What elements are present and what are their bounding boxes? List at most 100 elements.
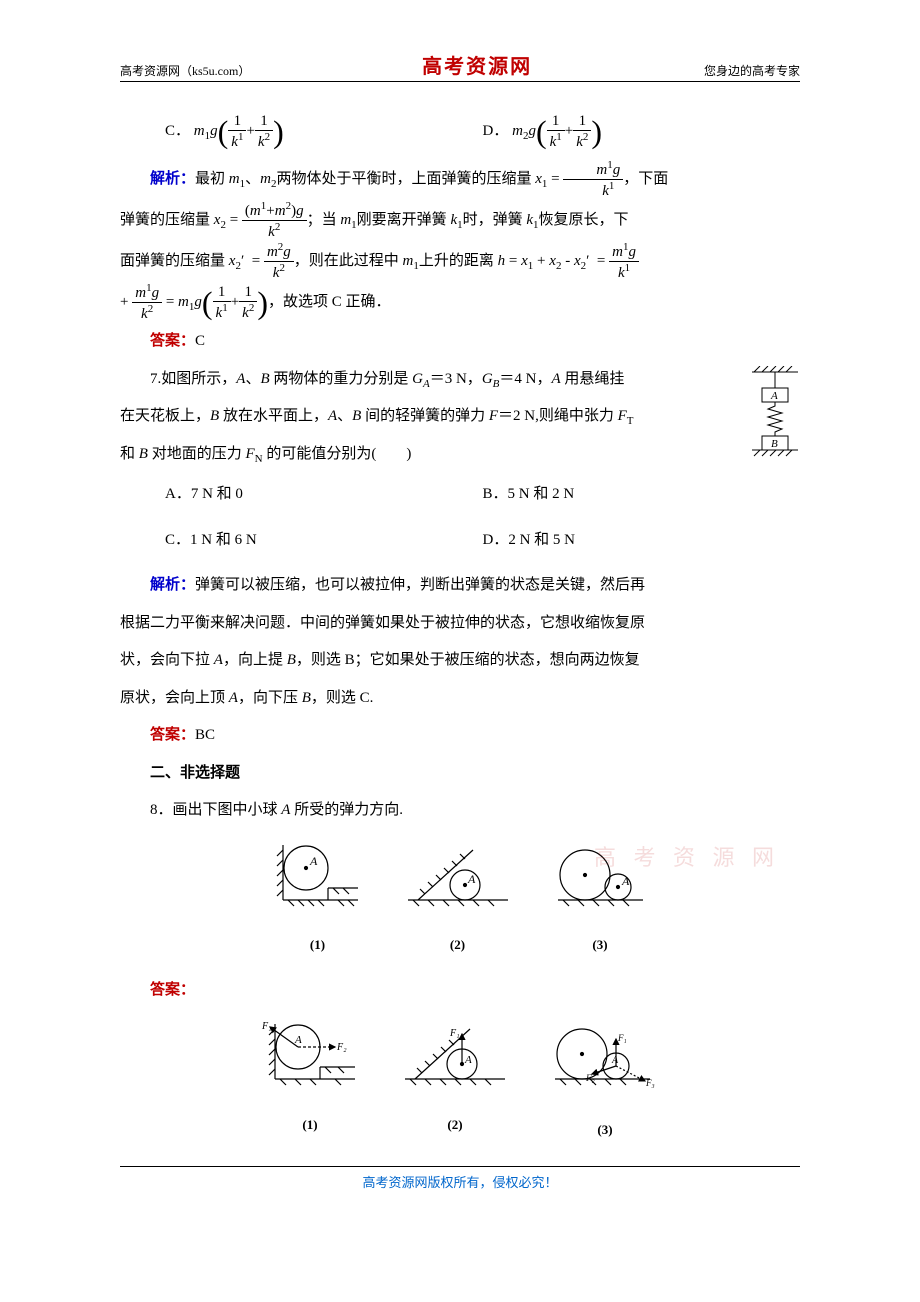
page-header: 高考资源网（ks5u.com） 高考资源网 您身边的高考专家 bbox=[120, 50, 800, 82]
svg-text:A: A bbox=[467, 872, 476, 886]
header-right: 您身边的高考专家 bbox=[704, 62, 800, 79]
ans-diagram-3: A F₁ F₂ F₃ (3) bbox=[550, 1019, 660, 1146]
svg-text:B: B bbox=[771, 438, 778, 450]
answer-value: BC bbox=[195, 727, 215, 743]
analysis-label: 解析： bbox=[150, 577, 195, 593]
option7-d: D．2 N 和 5 N bbox=[483, 522, 801, 560]
analysis-1: 解析：最初 m1、m2两物体处于平衡时，上面弹簧的压缩量 x1 = m1gk1，… bbox=[120, 159, 800, 323]
t: 时，弹簧 bbox=[463, 212, 523, 228]
diagram-2: A (2) bbox=[403, 840, 513, 962]
q8-num: 8． bbox=[150, 802, 173, 818]
svg-text:F₁: F₁ bbox=[617, 1033, 627, 1043]
t: 、 bbox=[245, 371, 260, 387]
t: ；当 bbox=[307, 212, 337, 228]
page: 高考资源网（ks5u.com） 高考资源网 您身边的高考专家 C． m1g(1k… bbox=[0, 0, 920, 1231]
t: 如图所示， bbox=[161, 371, 236, 387]
options7-row1: A．7 N 和 0 B．5 N 和 2 N bbox=[165, 476, 800, 514]
option-c: C． m1g(1k1+1k2) bbox=[165, 112, 483, 151]
spring-diagram-icon: A B bbox=[750, 366, 800, 461]
q7-num: 7. bbox=[150, 371, 161, 387]
svg-text:A: A bbox=[621, 874, 630, 888]
t: 两物体处于平衡时，上面弹簧的压缩量 bbox=[276, 171, 531, 187]
option7-b: B．5 N 和 2 N bbox=[483, 476, 801, 514]
t: 最初 bbox=[195, 171, 225, 187]
option7-c: C．1 N 和 6 N bbox=[165, 522, 483, 560]
section-2-title: 二、非选择题 bbox=[120, 755, 800, 793]
t: ，则选 C. bbox=[311, 690, 374, 706]
diagram-label: (3) bbox=[550, 1114, 660, 1147]
t: 用悬绳挂 bbox=[561, 371, 625, 387]
t: 上升的距离 bbox=[419, 253, 494, 269]
t: ，故选项 C 正确． bbox=[268, 294, 391, 310]
options-row-cd: C． m1g(1k1+1k2) D． m2g(1k1+1k2) bbox=[165, 112, 800, 151]
diagram-label: (1) bbox=[260, 1109, 360, 1142]
t: 根据二力平衡来解决问题．中间的弹簧如果处于被拉伸的状态，它想收缩恢复原 bbox=[120, 615, 645, 631]
header-left: 高考资源网（ks5u.com） bbox=[120, 62, 250, 79]
answer-3: 答案： bbox=[120, 972, 800, 1010]
ans-diagram-1: A F₁ F₂ (1) bbox=[260, 1019, 360, 1146]
answer-label: 答案： bbox=[150, 727, 195, 743]
t: 画出下图中小球 bbox=[173, 802, 282, 818]
option-d-prefix: D． bbox=[483, 123, 509, 139]
t: ＝3 N， bbox=[430, 371, 482, 387]
t: 所受的弹力方向. bbox=[290, 802, 403, 818]
t: ，则选 B；它如果处于被压缩的状态，想向两边恢复 bbox=[296, 652, 640, 668]
header-center: 高考资源网 bbox=[422, 50, 532, 79]
svg-text:A: A bbox=[770, 390, 778, 402]
analysis-label: 解析： bbox=[150, 171, 195, 187]
svg-text:F₃: F₃ bbox=[645, 1078, 655, 1088]
t: ，向上提 bbox=[223, 652, 287, 668]
analysis-2: 解析：弹簧可以被压缩，也可以被拉伸，判断出弹簧的状态是关键，然后再 根据二力平衡… bbox=[120, 567, 800, 717]
diagram-label: (2) bbox=[400, 1109, 510, 1142]
svg-text:F₁: F₁ bbox=[261, 1021, 272, 1032]
t: 和 bbox=[120, 446, 139, 462]
diagram-label: (2) bbox=[403, 929, 513, 962]
svg-text:A: A bbox=[464, 1054, 472, 1066]
t: 两物体的重力分别是 bbox=[270, 371, 413, 387]
svg-text:F₂: F₂ bbox=[585, 1073, 595, 1083]
question-7: A B 7.如图所示，A、B 两物体的重力分别是 GA＝3 N，GB＝4 N，A… bbox=[120, 361, 800, 477]
svg-text:F₂: F₂ bbox=[336, 1042, 347, 1053]
diagram-label: (3) bbox=[553, 929, 648, 962]
diagram-1: A (1) bbox=[273, 840, 363, 962]
answer-label: 答案： bbox=[150, 333, 195, 349]
t: 恢复原长，下 bbox=[539, 212, 629, 228]
t: 间的轻弹簧的弹力 bbox=[361, 408, 489, 424]
ans-diagram-2: A F₁ (2) bbox=[400, 1019, 510, 1146]
t: ，下面 bbox=[623, 171, 668, 187]
t: 原状，会向上顶 bbox=[120, 690, 229, 706]
t: ，则在此过程中 bbox=[294, 253, 399, 269]
answer-2: 答案：BC bbox=[120, 717, 800, 755]
svg-text:A: A bbox=[309, 854, 318, 868]
options7-row2: C．1 N 和 6 N D．2 N 和 5 N bbox=[165, 522, 800, 560]
t: 对地面的压力 bbox=[148, 446, 246, 462]
t: 放在水平面上， bbox=[219, 408, 328, 424]
option7-a: A．7 N 和 0 bbox=[165, 476, 483, 514]
answer-1: 答案：C bbox=[120, 323, 800, 361]
page-footer: 高考资源网版权所有，侵权必究！ bbox=[120, 1166, 800, 1191]
watermark: 高 考 资 源 网 bbox=[594, 840, 780, 872]
answer-label: 答案： bbox=[150, 982, 195, 998]
q8-answer-diagrams: A F₁ F₂ (1) bbox=[120, 1019, 800, 1146]
option-d: D． m2g(1k1+1k2) bbox=[483, 112, 801, 151]
t: ，向下压 bbox=[238, 690, 302, 706]
t: 在天花板上， bbox=[120, 408, 210, 424]
t: 刚要离开弹簧 bbox=[357, 212, 447, 228]
question-8: 8．画出下图中小球 A 所受的弹力方向. bbox=[120, 792, 800, 830]
t: 的可能值分别为( ) bbox=[263, 446, 412, 462]
t: ＝2 N,则绳中张力 bbox=[498, 408, 618, 424]
svg-text:F₁: F₁ bbox=[449, 1028, 460, 1039]
t: 弹簧的压缩量 bbox=[120, 212, 210, 228]
q7-diagram: A B bbox=[750, 366, 800, 477]
t: 弹簧可以被压缩，也可以被拉伸，判断出弹簧的状态是关键，然后再 bbox=[195, 577, 645, 593]
t: 状，会向下拉 bbox=[120, 652, 214, 668]
diagram-label: (1) bbox=[273, 929, 363, 962]
t: 面弹簧的压缩量 bbox=[120, 253, 225, 269]
body: C． m1g(1k1+1k2) D． m2g(1k1+1k2) 解析：最初 m1… bbox=[120, 112, 800, 1146]
svg-text:A: A bbox=[611, 1055, 619, 1066]
answer-value: C bbox=[195, 333, 205, 349]
option-c-prefix: C． bbox=[165, 123, 190, 139]
t: ＝4 N， bbox=[499, 371, 551, 387]
t: 、 bbox=[245, 171, 260, 187]
svg-text:A: A bbox=[294, 1034, 302, 1046]
